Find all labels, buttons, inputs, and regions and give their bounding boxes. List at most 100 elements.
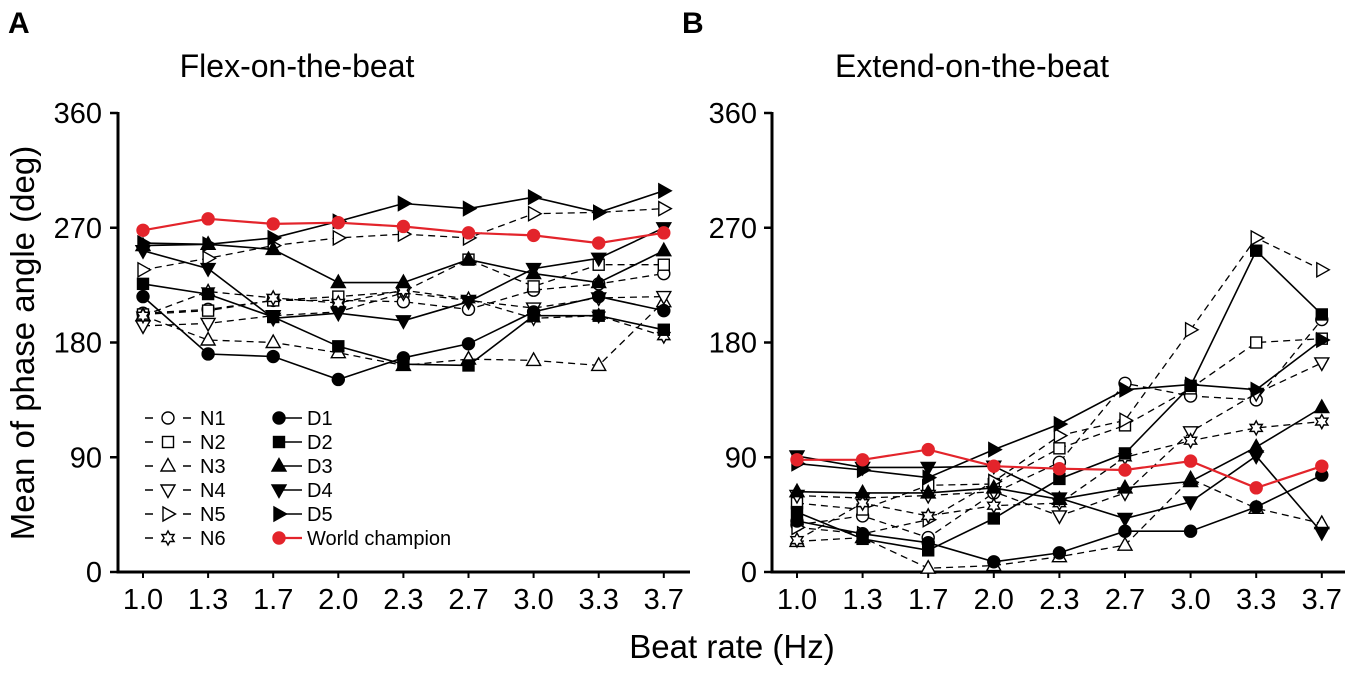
y-tick-label-b: 270 (709, 213, 757, 245)
x-tick-label-b: 1.3 (842, 584, 882, 616)
legend-marker-n5 (162, 505, 177, 523)
chart-title-b: Extend-on-the-beat (835, 48, 1109, 84)
series-line-a-n1 (142, 272, 664, 314)
data-point-b-d2-2 (922, 544, 935, 557)
data-point-a-n3-1 (199, 331, 217, 346)
series-b-world-champion (790, 442, 1329, 495)
legend-item-n4: N4 (145, 480, 226, 502)
y-tick-label-a: 90 (70, 442, 102, 474)
y-tick-label-a: 270 (54, 213, 102, 245)
y-tick-label-b: 360 (709, 98, 757, 130)
data-point-a-d5-8 (658, 182, 673, 199)
data-point-b-world-champion-1 (855, 453, 870, 467)
x-tick-label-b: 2.7 (1105, 584, 1145, 616)
data-point-b-n5-6 (1184, 321, 1200, 338)
y-tick-label-a: 0 (86, 557, 102, 589)
data-point-b-d5-5 (1119, 381, 1134, 398)
data-point-b-d5-3 (988, 441, 1003, 458)
data-point-a-world-champion-5 (461, 226, 476, 240)
legend-label-d2: D2 (307, 432, 333, 454)
data-point-a-d4-6 (525, 262, 542, 278)
x-tick-label-a: 2.3 (383, 584, 423, 616)
data-point-b-d2-3 (987, 512, 1000, 525)
data-point-a-d5-5 (462, 200, 478, 217)
data-point-a-d5-7 (593, 204, 608, 221)
data-point-a-world-champion-3 (331, 215, 345, 230)
data-point-a-d2-3 (332, 340, 345, 353)
data-point-a-d3-4 (395, 273, 412, 289)
data-point-b-world-champion-7 (1249, 481, 1263, 495)
data-point-a-n2-8 (657, 258, 670, 271)
chart-title-a: Flex-on-the-beat (180, 48, 415, 84)
legend-label-n3: N3 (200, 456, 226, 478)
legend-label-n4: N4 (200, 480, 226, 502)
data-point-a-d3-5 (460, 250, 477, 266)
legend-label-d5: D5 (307, 504, 333, 526)
data-point-a-d1-3 (331, 372, 345, 387)
plot-panel-b: 0 90 180 270 360 1.0 1.3 1.7 2.0 2.3 2.7 3.0 3.3 3.7 (709, 98, 1345, 616)
x-tick-label-a: 3.7 (644, 584, 684, 616)
data-point-b-d1-4 (1052, 546, 1067, 560)
data-point-b-d3-1 (854, 483, 871, 499)
data-point-a-n3-2 (265, 333, 282, 349)
data-point-a-d1-2 (266, 349, 280, 364)
series-a-n6 (135, 281, 672, 345)
legend-label-n1: N1 (200, 408, 226, 430)
data-point-b-n2-4 (1053, 442, 1066, 455)
legend-item-n5: N5 (145, 504, 226, 526)
legend-item-n1: N1 (145, 408, 226, 430)
data-point-b-d2-8 (1315, 308, 1329, 321)
data-point-b-n2-7 (1249, 336, 1263, 349)
series-a-world-champion (136, 212, 671, 250)
series-a-d5 (137, 182, 673, 253)
series-line-a-n5 (142, 207, 664, 271)
x-tick-label-a: 3.0 (513, 584, 553, 616)
data-point-b-n3-2 (920, 559, 937, 574)
data-point-b-n6-2 (920, 507, 936, 525)
data-point-b-d2-0 (790, 505, 804, 519)
x-tick-label-b: 3.3 (1236, 584, 1276, 616)
data-point-a-world-champion-7 (592, 236, 606, 250)
data-point-a-world-champion-8 (657, 226, 671, 240)
data-point-a-d1-5 (461, 337, 476, 351)
data-point-b-d1-7 (1249, 500, 1263, 514)
data-point-b-d4-2 (920, 461, 937, 477)
data-point-a-n5-8 (658, 200, 673, 217)
x-tick-label-a: 3.3 (579, 584, 619, 616)
legend-item-d1: D1 (272, 408, 333, 430)
panel-label-b: B (682, 7, 704, 40)
y-tick-label-b: 0 (741, 557, 757, 589)
data-point-a-n5-6 (527, 205, 543, 222)
data-point-b-d3-3 (985, 478, 1002, 494)
data-point-b-n6-6 (1183, 432, 1198, 450)
panel-label-a: A (8, 7, 30, 40)
data-point-a-d2-4 (397, 357, 410, 371)
data-point-a-n2-1 (201, 304, 215, 317)
data-point-b-d3-2 (920, 483, 937, 499)
data-point-b-d5-1 (856, 461, 872, 479)
legend-marker-d1 (272, 411, 286, 425)
data-point-b-world-champion-4 (1052, 462, 1067, 476)
legend-marker-n4 (159, 484, 177, 499)
data-point-a-d5-2 (267, 229, 283, 247)
data-point-b-d3-5 (1116, 478, 1134, 494)
legend-item-d3: D3 (270, 456, 333, 478)
data-point-a-n6-0 (135, 307, 151, 325)
data-point-a-d4-5 (460, 296, 477, 311)
data-point-a-d5-1 (202, 236, 218, 253)
x-tick-label-a: 1.3 (188, 584, 228, 616)
data-point-b-n5-7 (1250, 229, 1266, 247)
legend-item-world-champion: World champion (272, 528, 451, 550)
y-tick-label-a: 360 (54, 98, 102, 130)
legend-marker-world-champion (272, 531, 286, 545)
data-point-a-n4-8 (655, 290, 672, 306)
data-point-b-d3-0 (788, 482, 806, 498)
data-point-b-world-champion-3 (987, 459, 1001, 473)
data-point-a-n3-6 (525, 351, 542, 367)
legend-item-n6: N6 (145, 528, 226, 550)
series-line-b-n5 (796, 237, 1323, 535)
data-point-a-d5-6 (527, 189, 543, 206)
data-point-a-d3-3 (330, 273, 347, 289)
x-axis-label: Beat rate (Hz) (629, 628, 834, 665)
